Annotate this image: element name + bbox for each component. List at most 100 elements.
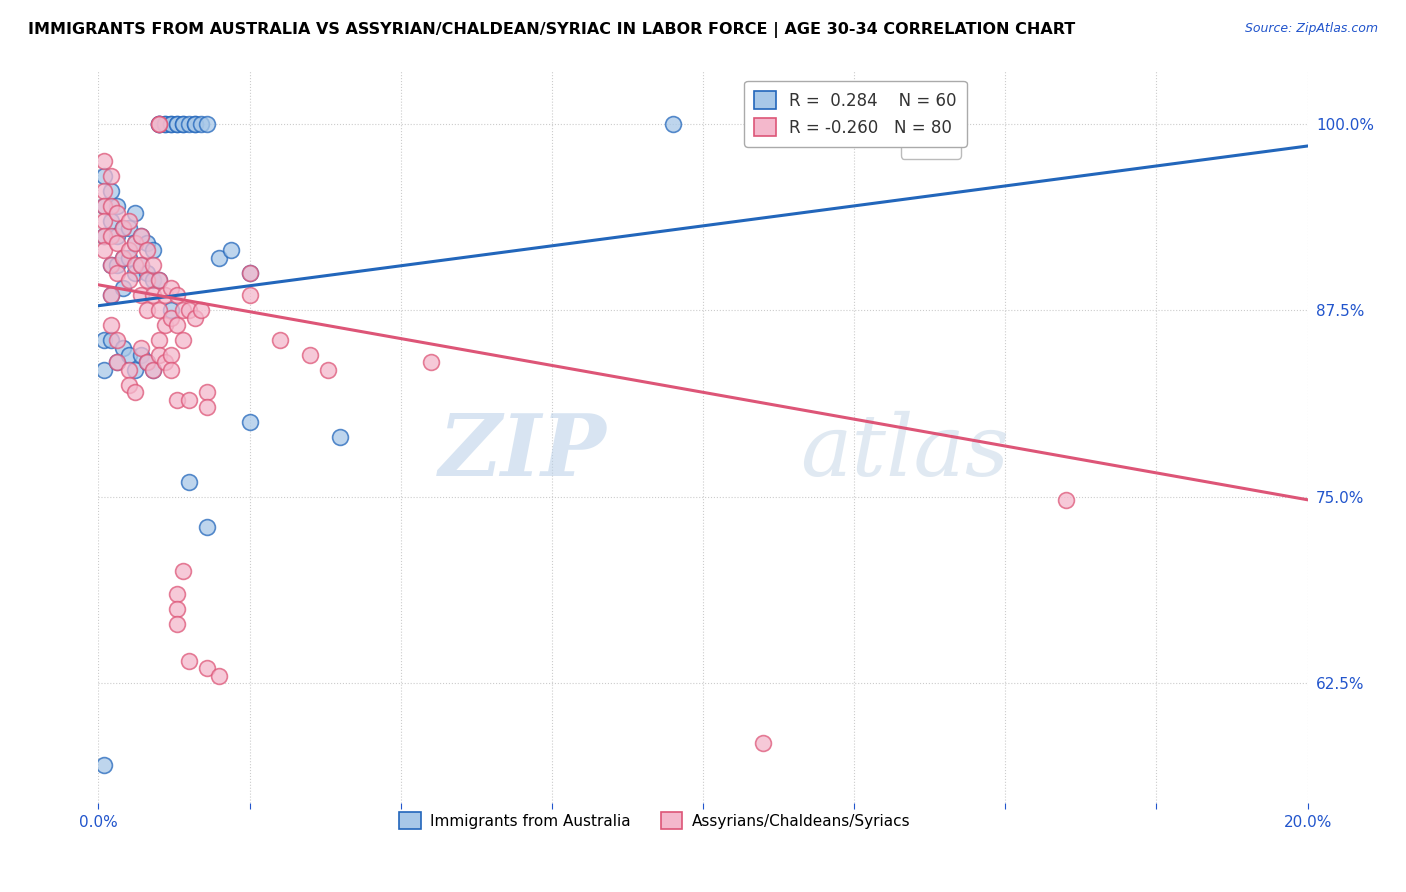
Point — [142, 363, 165, 377]
Point — [166, 587, 188, 601]
Point — [118, 377, 141, 392]
Point — [100, 213, 122, 227]
Point — [148, 117, 170, 131]
Point — [129, 259, 152, 273]
Point — [135, 266, 157, 280]
Point — [195, 519, 218, 533]
Point — [118, 273, 141, 287]
Point — [148, 333, 170, 347]
Point — [208, 251, 231, 265]
Point — [179, 392, 201, 407]
Point — [172, 333, 194, 347]
Point — [166, 392, 188, 407]
Point — [221, 244, 243, 258]
Point — [105, 333, 128, 347]
Point — [100, 288, 122, 302]
Point — [100, 259, 122, 273]
Point — [118, 251, 141, 265]
Legend: Immigrants from Australia, Assyrians/Chaldeans/Syriacs: Immigrants from Australia, Assyrians/Cha… — [394, 805, 917, 836]
Point — [184, 310, 207, 325]
Point — [124, 235, 146, 250]
Point — [93, 213, 115, 227]
Point — [105, 355, 128, 369]
Point — [148, 117, 170, 131]
Point — [153, 117, 176, 131]
Point — [420, 355, 443, 369]
Point — [1054, 492, 1077, 507]
Point — [105, 266, 128, 280]
Point — [160, 117, 183, 131]
Point — [172, 117, 194, 131]
Point — [118, 221, 141, 235]
Point — [661, 117, 683, 131]
Point — [129, 348, 152, 362]
Point — [93, 363, 115, 377]
Point — [135, 303, 157, 318]
Point — [118, 213, 141, 227]
Point — [129, 288, 152, 302]
Point — [135, 355, 157, 369]
Point — [129, 341, 152, 355]
Point — [135, 273, 157, 287]
Text: ZIP: ZIP — [439, 410, 606, 493]
Point — [105, 259, 128, 273]
Point — [316, 363, 339, 377]
Point — [160, 281, 183, 295]
Point — [299, 348, 322, 362]
Point — [172, 117, 194, 131]
Point — [105, 235, 128, 250]
Point — [100, 288, 122, 302]
Point — [111, 281, 134, 295]
Point — [153, 117, 176, 131]
Point — [195, 385, 218, 400]
Text: atlas: atlas — [800, 410, 1010, 493]
Point — [93, 228, 115, 243]
Point — [190, 117, 212, 131]
Point — [111, 251, 134, 265]
Point — [100, 184, 122, 198]
Point — [184, 117, 207, 131]
Point — [105, 228, 128, 243]
Point — [148, 303, 170, 318]
Point — [179, 654, 201, 668]
Point — [148, 117, 170, 131]
Point — [752, 736, 775, 750]
Point — [269, 333, 291, 347]
Point — [100, 228, 122, 243]
Text: Source: ZipAtlas.com: Source: ZipAtlas.com — [1244, 22, 1378, 36]
Point — [93, 184, 115, 198]
Point — [129, 228, 152, 243]
Point — [129, 259, 152, 273]
Point — [166, 616, 188, 631]
Point — [153, 318, 176, 332]
Point — [93, 244, 115, 258]
Point — [179, 303, 201, 318]
Point — [100, 199, 122, 213]
Point — [135, 244, 157, 258]
Point — [239, 288, 262, 302]
Point — [239, 415, 262, 429]
Point — [179, 475, 201, 489]
Point — [93, 758, 115, 772]
Point — [93, 228, 115, 243]
Point — [129, 228, 152, 243]
Point — [124, 206, 146, 220]
Point — [160, 363, 183, 377]
Point — [148, 273, 170, 287]
Point — [160, 348, 183, 362]
Point — [153, 288, 176, 302]
Point — [111, 221, 134, 235]
Point — [166, 601, 188, 615]
Point — [148, 348, 170, 362]
Point — [111, 341, 134, 355]
Point — [135, 235, 157, 250]
Point — [135, 355, 157, 369]
Point — [160, 303, 183, 318]
Point — [93, 333, 115, 347]
Point — [111, 221, 134, 235]
Point — [142, 244, 165, 258]
Point — [105, 355, 128, 369]
Point — [142, 273, 165, 287]
Point — [142, 363, 165, 377]
Point — [179, 117, 201, 131]
